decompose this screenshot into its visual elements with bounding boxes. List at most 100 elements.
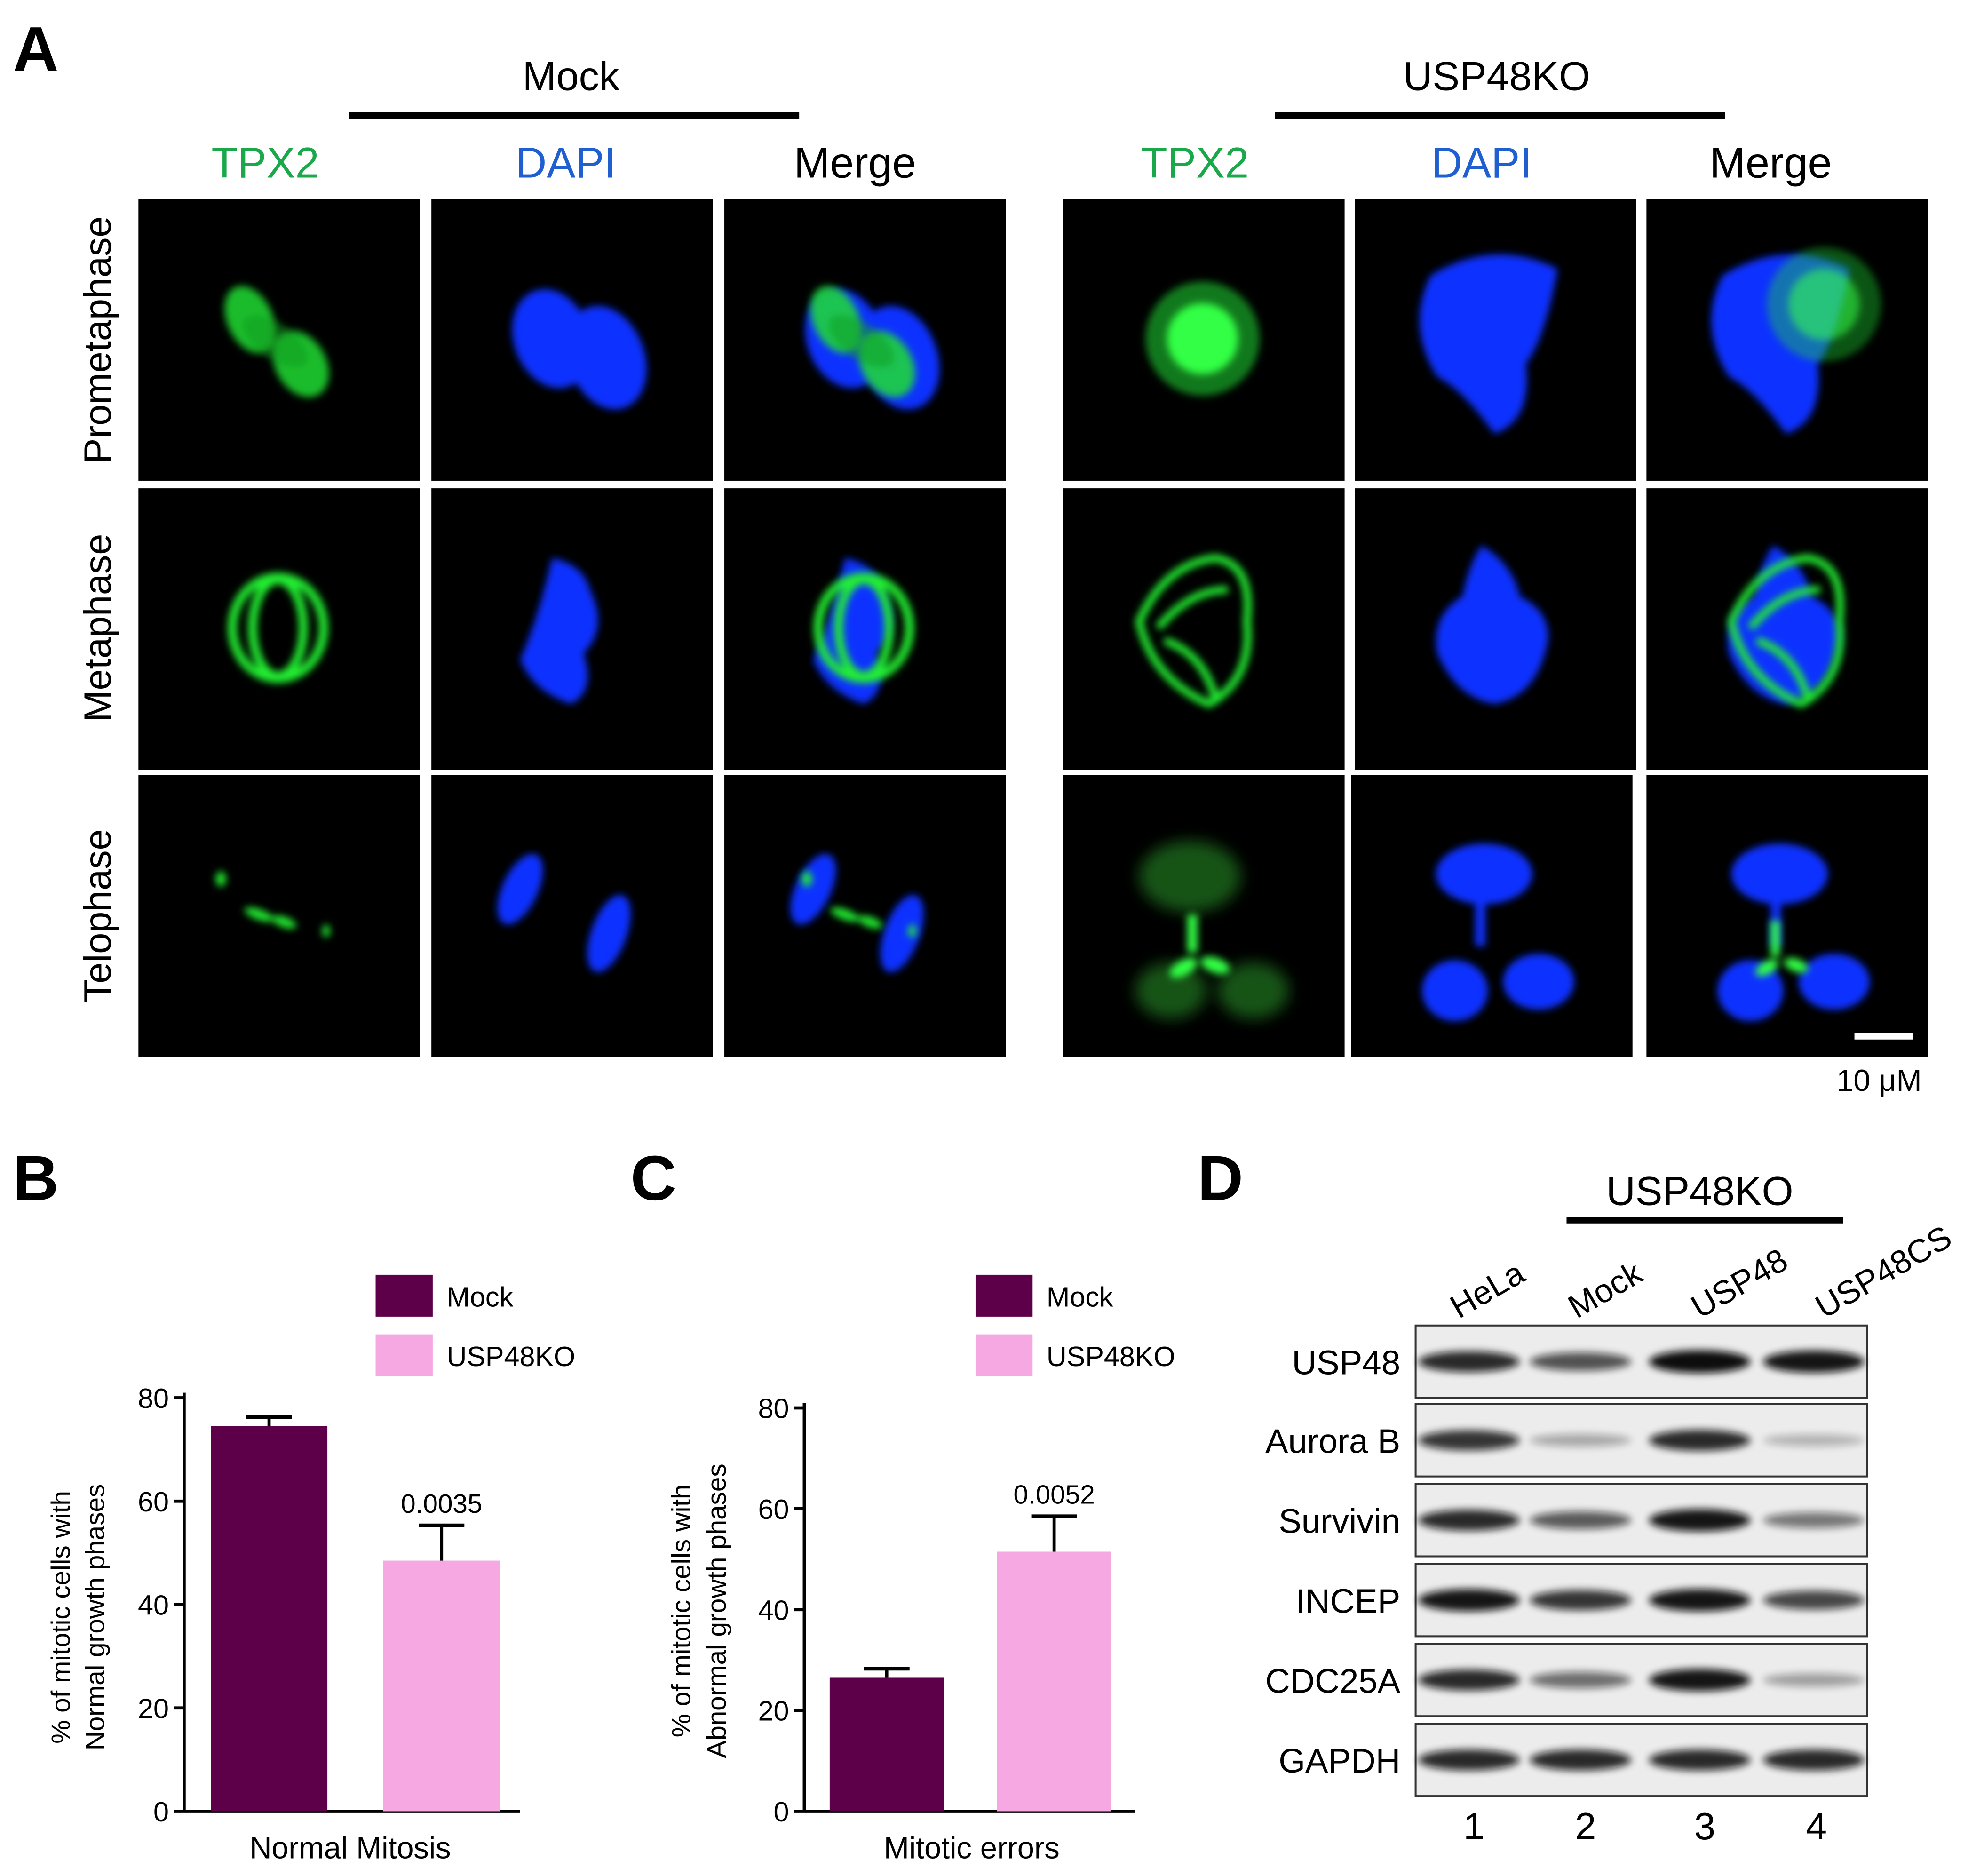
y-axis-label-line2: Abnormal growth phases bbox=[702, 1463, 731, 1758]
band bbox=[1649, 1509, 1751, 1532]
image-tile bbox=[1646, 775, 1928, 1057]
image-tile bbox=[1063, 488, 1345, 770]
y-axis-label-line1: % of mitotic cells with bbox=[666, 1484, 696, 1737]
band bbox=[1763, 1673, 1865, 1687]
panel-b: B Mock USP48KO % of mitotic cells with N… bbox=[13, 1143, 575, 1865]
col-header-dapi-ko: DAPI bbox=[1431, 139, 1532, 187]
row-label-telophase: Telophase bbox=[77, 829, 119, 1002]
y-axis-label-line2: Normal growth phases bbox=[80, 1484, 110, 1750]
protein-label: CDC25A bbox=[1265, 1662, 1401, 1700]
row-label-metaphase: Metaphase bbox=[77, 534, 119, 722]
bar-usp48ko bbox=[997, 1551, 1111, 1812]
protein-label: GAPDH bbox=[1278, 1742, 1400, 1780]
protein-label: INCEP bbox=[1296, 1582, 1400, 1620]
band bbox=[1649, 1350, 1751, 1373]
band bbox=[1649, 1589, 1751, 1612]
band bbox=[1763, 1590, 1865, 1610]
band bbox=[1530, 1671, 1631, 1688]
y-tick-label: 0 bbox=[153, 1796, 169, 1828]
bar-mock bbox=[211, 1426, 328, 1812]
protein-label: Survivin bbox=[1278, 1502, 1400, 1541]
band bbox=[1418, 1510, 1520, 1531]
legend-swatch-usp48ko bbox=[975, 1334, 1033, 1376]
band bbox=[1530, 1590, 1631, 1611]
scale-bar-label: 10 μM bbox=[1836, 1063, 1921, 1097]
legend-swatch-mock bbox=[975, 1274, 1033, 1317]
col-header-tpx2-ko: TPX2 bbox=[1141, 139, 1249, 187]
group-label-usp48ko: USP48KO bbox=[1403, 54, 1590, 99]
y-tick-label: 20 bbox=[138, 1693, 169, 1724]
y-tick-label: 40 bbox=[758, 1594, 789, 1626]
image-tile bbox=[138, 488, 420, 770]
y-tick-label: 60 bbox=[138, 1486, 169, 1518]
bar-chart-b: 0 20 40 60 80 0.0035 bbox=[138, 1383, 520, 1828]
lane-label: HeLa bbox=[1444, 1254, 1531, 1325]
y-tick-label: 80 bbox=[138, 1383, 169, 1414]
image-tile bbox=[431, 775, 713, 1057]
legend-swatch-mock bbox=[375, 1274, 433, 1317]
panel-c-letter: C bbox=[631, 1143, 676, 1214]
image-tile bbox=[1351, 775, 1633, 1057]
x-axis-label: Mitotic errors bbox=[884, 1830, 1060, 1865]
legend-label-usp48ko: USP48KO bbox=[447, 1341, 576, 1372]
y-tick-label: 40 bbox=[138, 1590, 169, 1621]
panel-c: C Mock USP48KO % of mitotic cells with A… bbox=[631, 1143, 1175, 1865]
panel-b-letter: B bbox=[13, 1143, 58, 1214]
image-row-telophase bbox=[138, 775, 1928, 1057]
y-tick-label: 20 bbox=[758, 1695, 789, 1727]
y-axis-label-line1: % of mitotic cells with bbox=[46, 1491, 76, 1744]
band bbox=[1763, 1351, 1865, 1373]
band bbox=[1530, 1749, 1631, 1771]
legend-swatch-usp48ko bbox=[375, 1334, 433, 1376]
lane-number: 4 bbox=[1806, 1805, 1827, 1848]
p-value-label: 0.0052 bbox=[1014, 1480, 1095, 1510]
panel-a: A Mock USP48KO TPX2 DAPI Merge TPX2 DAPI… bbox=[13, 14, 1928, 1097]
legend-label-usp48ko: USP48KO bbox=[1047, 1341, 1175, 1372]
lane-label: Mock bbox=[1562, 1254, 1649, 1326]
col-header-tpx2-mock: TPX2 bbox=[211, 139, 319, 187]
band bbox=[1530, 1434, 1631, 1447]
image-row-prometaphase bbox=[138, 199, 1928, 481]
x-axis-label: Normal Mitosis bbox=[250, 1830, 451, 1865]
col-header-merge-mock: Merge bbox=[794, 139, 916, 187]
bar-chart-c: 0 20 40 60 80 0.0052 bbox=[758, 1393, 1135, 1828]
bar-usp48ko bbox=[383, 1560, 500, 1812]
col-header-dapi-mock: DAPI bbox=[516, 139, 616, 187]
band bbox=[1530, 1352, 1631, 1371]
group-label-usp48ko: USP48KO bbox=[1606, 1169, 1794, 1214]
band bbox=[1649, 1669, 1751, 1691]
protein-label: USP48 bbox=[1292, 1344, 1401, 1382]
legend-label-mock: Mock bbox=[447, 1281, 514, 1312]
band bbox=[1418, 1589, 1520, 1612]
band bbox=[1418, 1351, 1520, 1372]
band bbox=[1763, 1434, 1865, 1447]
lane-number: 2 bbox=[1575, 1805, 1596, 1848]
band bbox=[1763, 1512, 1865, 1528]
p-value-label: 0.0035 bbox=[401, 1489, 482, 1518]
lane-label: USP48 bbox=[1685, 1241, 1794, 1326]
lane-number: 1 bbox=[1463, 1805, 1484, 1848]
row-label-prometaphase: Prometaphase bbox=[77, 216, 119, 464]
band bbox=[1418, 1430, 1520, 1451]
band bbox=[1418, 1749, 1520, 1771]
legend-label-mock: Mock bbox=[1047, 1281, 1113, 1312]
bar-mock bbox=[829, 1677, 944, 1812]
y-tick-label: 80 bbox=[758, 1393, 789, 1424]
lane-label: USP48CS bbox=[1809, 1218, 1958, 1325]
group-label-mock: Mock bbox=[523, 54, 620, 99]
band bbox=[1530, 1511, 1631, 1529]
y-tick-label: 0 bbox=[774, 1796, 789, 1828]
lane-number: 3 bbox=[1694, 1805, 1715, 1848]
band bbox=[1649, 1749, 1751, 1771]
panel-d: D USP48KO HeLa Mock USP48 USP48CS USP48 A… bbox=[1198, 1143, 1958, 1848]
western-blot: USP48 Aurora B Survivin INCEP CDC25A GAPDH bbox=[1265, 1324, 1868, 1797]
band bbox=[1763, 1749, 1865, 1771]
band bbox=[1649, 1430, 1751, 1451]
col-header-merge-ko: Merge bbox=[1710, 139, 1832, 187]
panel-a-letter: A bbox=[13, 14, 58, 85]
band bbox=[1418, 1669, 1520, 1691]
protein-label: Aurora B bbox=[1265, 1423, 1400, 1461]
y-tick-label: 60 bbox=[758, 1494, 789, 1525]
panel-d-letter: D bbox=[1198, 1143, 1243, 1214]
